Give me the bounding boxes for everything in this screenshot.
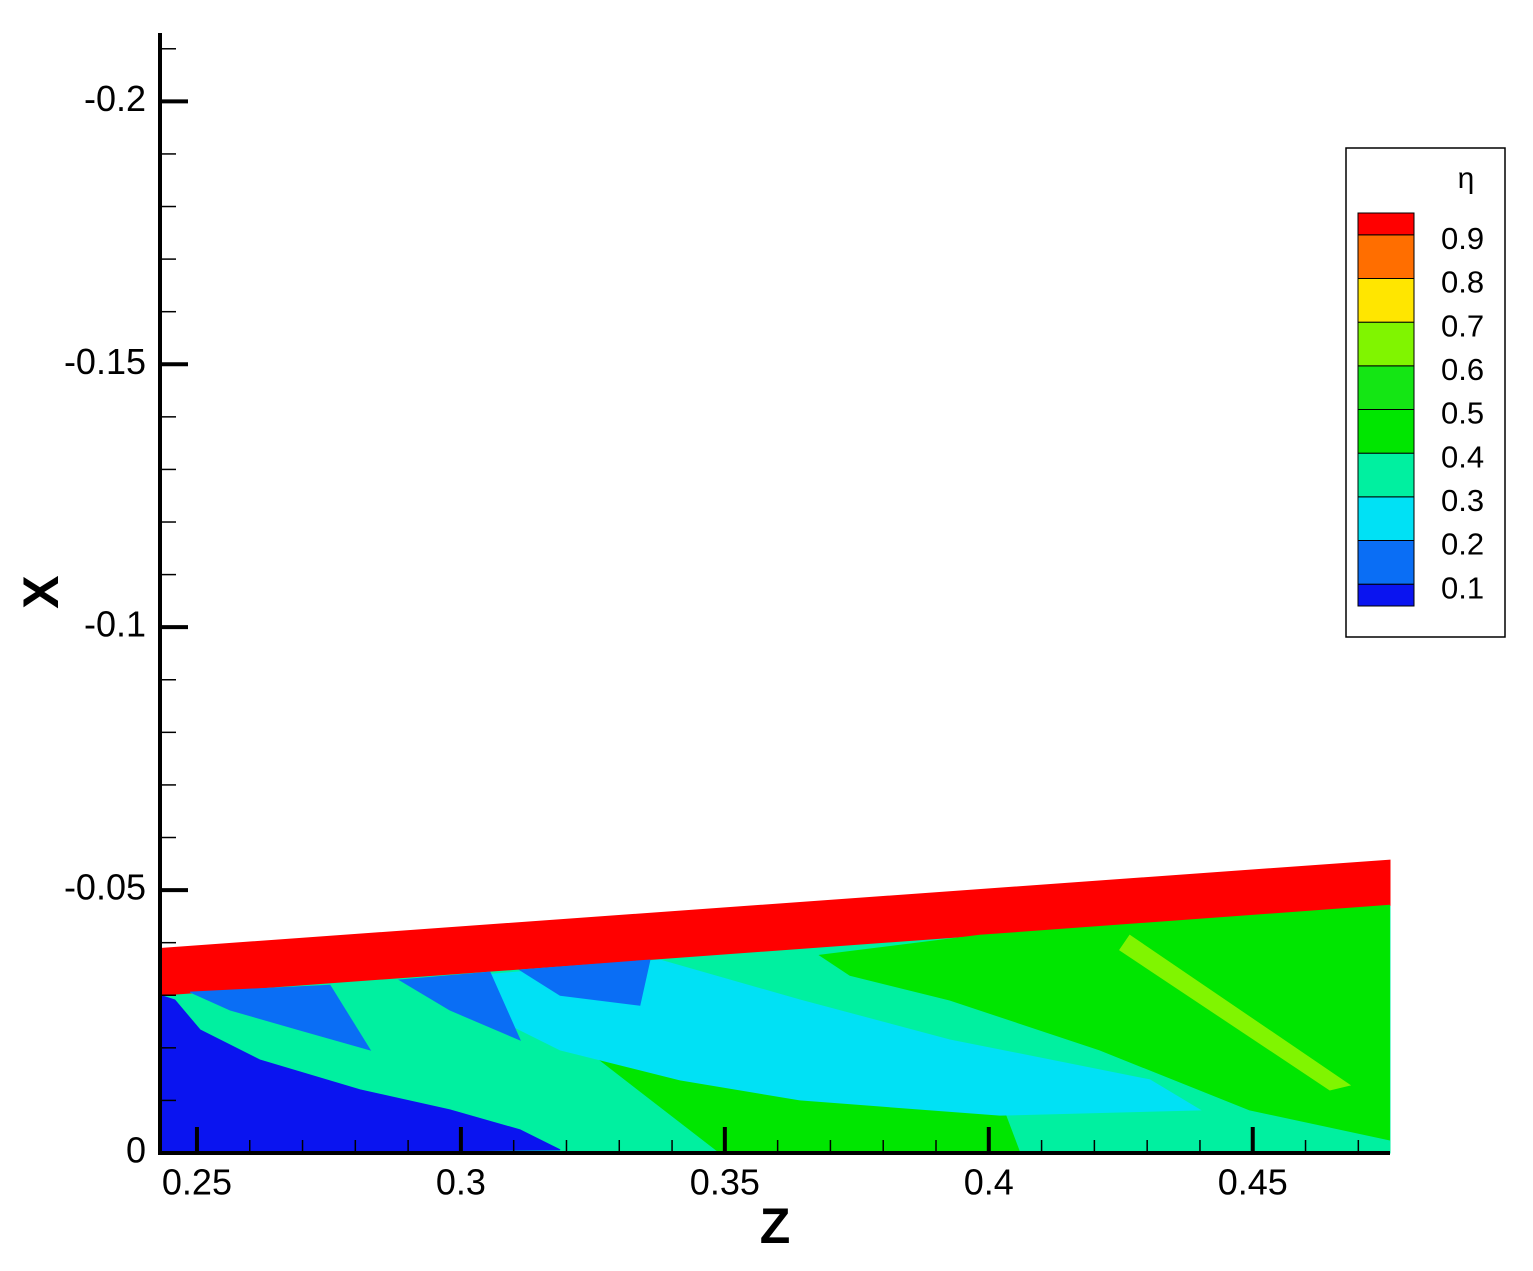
- legend-label: 0.3: [1441, 483, 1484, 518]
- legend-swatch: [1357, 321, 1415, 367]
- legend-swatch: [1357, 496, 1415, 542]
- contour-region: [518, 959, 651, 1006]
- legend-label: 0.2: [1441, 527, 1484, 562]
- contour-region: [189, 984, 372, 1051]
- legend-label: 0.1: [1441, 570, 1484, 605]
- legend-label: 0.6: [1441, 352, 1484, 387]
- y-tick-label: -0.1: [84, 604, 146, 645]
- legend-swatch: [1357, 212, 1415, 236]
- y-tick-label: -0.15: [64, 341, 146, 382]
- legend-label: 0.7: [1441, 308, 1484, 343]
- legend-swatch: [1357, 540, 1415, 585]
- x-axis-title: Z: [760, 1198, 791, 1254]
- legend-swatch: [1357, 583, 1415, 607]
- y-tick-label: 0: [126, 1130, 146, 1171]
- x-tick-label: 0.3: [436, 1162, 486, 1203]
- legend-swatch: [1357, 452, 1415, 498]
- x-tick-label: 0.45: [1218, 1162, 1288, 1203]
- legend-swatch: [1357, 409, 1415, 454]
- contour-region: [479, 959, 1202, 1116]
- contour-region: [398, 971, 521, 1041]
- legend-label: 0.5: [1441, 396, 1484, 431]
- y-tick-label: -0.2: [84, 78, 146, 119]
- legend-label: 0.9: [1441, 221, 1484, 256]
- contour-region: [1119, 934, 1352, 1091]
- legend-swatch: [1357, 365, 1415, 411]
- x-tick-label: 0.25: [162, 1162, 232, 1203]
- legend-title: η: [1458, 162, 1475, 195]
- contour-region: [818, 904, 1390, 1141]
- legend-label: 0.8: [1441, 265, 1484, 300]
- legend-label: 0.4: [1441, 439, 1484, 474]
- legend-swatch: [1357, 234, 1415, 279]
- y-tick-label: -0.05: [64, 867, 146, 908]
- x-tick-label: 0.4: [964, 1162, 1014, 1203]
- legend-swatch: [1357, 278, 1415, 323]
- y-axis-title: X: [13, 575, 69, 608]
- x-tick-label: 0.35: [690, 1162, 760, 1203]
